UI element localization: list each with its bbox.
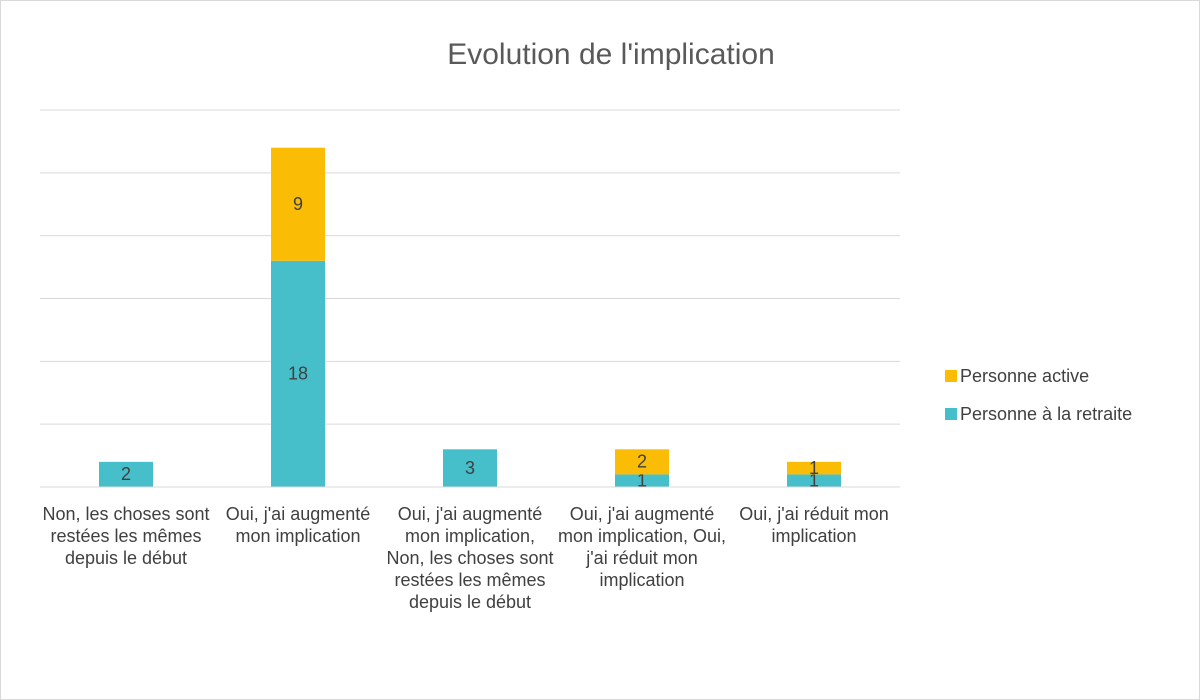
x-tick-label: Oui, j'ai augmenté mon implication, Non,… [386,504,554,612]
data-label: 1 [809,458,819,478]
x-tick-label: Oui, j'ai augmenté mon implication, Oui,… [557,504,727,590]
data-label: 1 [637,470,647,490]
bar-segment [99,461,153,487]
chart-title: Evolution de l'implication [447,38,775,71]
bar-segment [615,474,669,487]
bar-segment [443,449,497,487]
data-label: 18 [288,364,308,384]
bar-segment [787,461,841,475]
legend-swatch [945,370,957,382]
bar-segment [271,260,325,487]
data-label: 2 [121,464,131,484]
data-label: 3 [465,458,475,478]
x-tick-label: Non, les choses sont restées les mêmes d… [42,504,210,568]
legend-swatch [945,408,957,420]
bar-segment [271,147,325,261]
legend-label: Personne à la retraite [960,404,1132,424]
x-tick-label: Oui, j'ai augmenté mon implication [225,504,371,546]
bar-segment [615,449,669,475]
x-tick-label: Oui, j'ai réduit mon implication [739,504,889,546]
data-label: 9 [293,194,303,214]
data-label: 2 [637,452,647,472]
legend-label: Personne active [960,366,1089,386]
bar-segment [787,474,841,487]
data-label: 1 [809,470,819,490]
